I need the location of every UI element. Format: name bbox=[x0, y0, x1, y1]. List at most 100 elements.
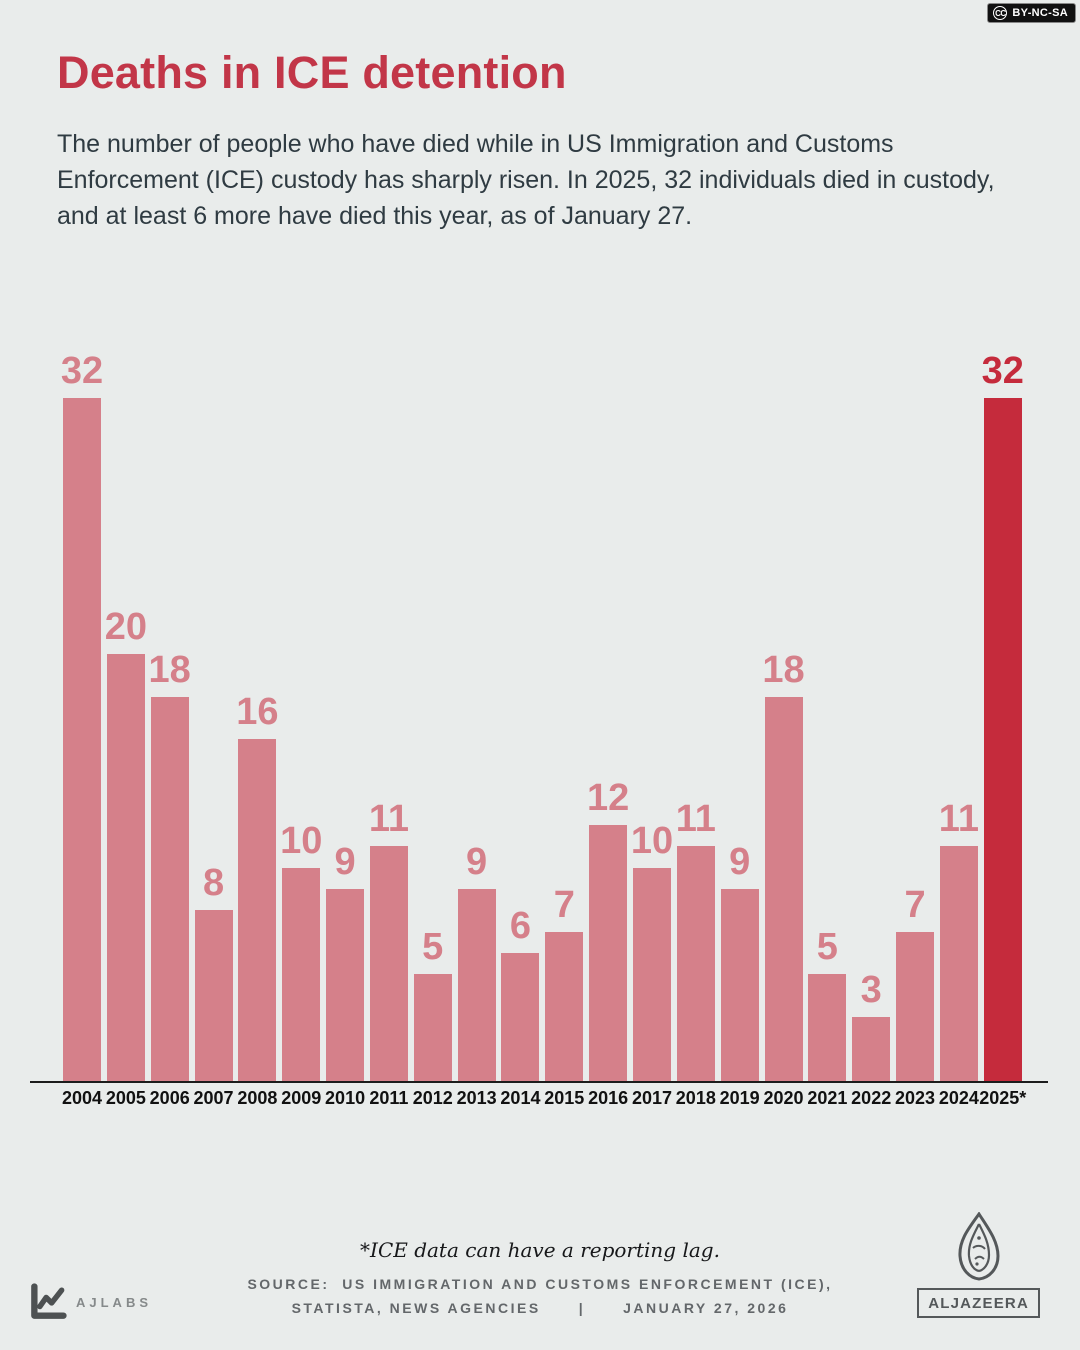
bar-value-label: 11 bbox=[938, 798, 979, 840]
source-agencies: STATISTA, NEWS AGENCIES bbox=[291, 1300, 541, 1316]
source-line-2: STATISTA, NEWS AGENCIES | JANUARY 27, 20… bbox=[0, 1296, 1080, 1320]
bar bbox=[808, 974, 847, 1081]
footnote: *ICE data can have a reporting lag. bbox=[360, 1238, 720, 1262]
bar-value-label: 11 bbox=[675, 798, 716, 840]
bar-column-2008: 16 bbox=[236, 398, 279, 1081]
x-axis-label: 2021 bbox=[807, 1088, 848, 1108]
bar-value-label: 7 bbox=[904, 884, 926, 926]
x-axis-label: 2015 bbox=[544, 1088, 585, 1108]
x-axis-label: 2006 bbox=[149, 1088, 190, 1108]
x-axis-label: 2007 bbox=[193, 1088, 234, 1108]
x-axis-label: 2023 bbox=[895, 1088, 936, 1108]
bar bbox=[983, 398, 1022, 1081]
bar-value-label: 6 bbox=[509, 905, 532, 947]
bar-value-label: 32 bbox=[60, 350, 104, 392]
bar-column-2009: 10 bbox=[280, 398, 322, 1081]
x-axis-label: 2009 bbox=[281, 1088, 322, 1108]
bar-column-2016: 12 bbox=[586, 398, 630, 1081]
source-date: JANUARY 27, 2026 bbox=[623, 1300, 789, 1316]
bar-column-2011: 11 bbox=[368, 398, 409, 1081]
x-axis-label: 2012 bbox=[412, 1088, 453, 1108]
bar-column-2013: 9 bbox=[457, 398, 496, 1081]
bar-value-label: 9 bbox=[466, 841, 488, 883]
bar-value-label: 5 bbox=[816, 926, 838, 968]
bar bbox=[282, 868, 321, 1081]
bar-column-2018: 11 bbox=[675, 398, 716, 1081]
bar bbox=[896, 932, 935, 1081]
bar bbox=[720, 889, 759, 1081]
bar bbox=[939, 846, 978, 1081]
bar-value-label: 16 bbox=[236, 691, 279, 733]
x-axis-label: 2018 bbox=[675, 1088, 716, 1108]
x-axis-label: 2019 bbox=[719, 1088, 760, 1108]
source-block: SOURCE: US IMMIGRATION AND CUSTOMS ENFOR… bbox=[0, 1272, 1080, 1320]
x-axis-label: 2025* bbox=[979, 1088, 1027, 1108]
bar bbox=[326, 889, 365, 1081]
x-axis-label: 2011 bbox=[369, 1088, 409, 1108]
bar-value-label: 32 bbox=[981, 350, 1024, 392]
bar-column-2017: 10 bbox=[631, 398, 673, 1081]
creative-commons-icon: CC bbox=[993, 6, 1008, 20]
x-axis-label: 2020 bbox=[763, 1088, 804, 1108]
bar bbox=[764, 697, 803, 1081]
x-axis-line bbox=[30, 1081, 1048, 1083]
bar bbox=[589, 825, 628, 1081]
chart-description: The number of people who have died while… bbox=[57, 130, 995, 230]
bar bbox=[632, 868, 671, 1081]
bar-column-2022: 3 bbox=[852, 398, 891, 1081]
x-axis-label: 2024 bbox=[938, 1088, 979, 1108]
source-text: US IMMIGRATION AND CUSTOMS ENFORCEMENT (… bbox=[342, 1276, 833, 1292]
bar bbox=[238, 739, 277, 1081]
bar-chart: 32 20 18 8 16 10 9 11 5 9 6 7 12 10 11 9 18 5 3 7 11 32 bbox=[61, 352, 1024, 1081]
bar-value-label: 11 bbox=[368, 798, 409, 840]
ajlabs-logo: AJLABS bbox=[28, 1282, 152, 1322]
x-axis-label: 2016 bbox=[588, 1088, 629, 1108]
bar-value-label: 18 bbox=[762, 649, 805, 691]
aljazeera-logo: ALJAZEERA bbox=[917, 1212, 1040, 1318]
bar bbox=[63, 398, 101, 1081]
bar-column-2024: 11 bbox=[938, 398, 979, 1081]
bar bbox=[457, 889, 496, 1081]
bar-value-label: 7 bbox=[553, 884, 575, 926]
bar bbox=[194, 910, 233, 1081]
bar-column-2006: 18 bbox=[148, 398, 191, 1081]
cc-license-label: BY-NC-SA bbox=[1012, 7, 1068, 19]
bar-value-label: 18 bbox=[148, 649, 191, 691]
source-prefix: SOURCE: bbox=[247, 1276, 330, 1292]
x-axis-label: 2004 bbox=[61, 1088, 103, 1108]
bar-value-label: 5 bbox=[422, 926, 444, 968]
bar-value-label: 9 bbox=[334, 841, 356, 883]
x-axis-label: 2005 bbox=[105, 1088, 146, 1108]
bar-column-2010: 9 bbox=[326, 398, 365, 1081]
bar bbox=[413, 974, 452, 1081]
bar-value-label: 8 bbox=[202, 862, 225, 904]
bar-value-label: 9 bbox=[729, 841, 751, 883]
x-axis-label: 2017 bbox=[631, 1088, 672, 1108]
ajlabs-label: AJLABS bbox=[76, 1294, 153, 1310]
bar-column-2025: 32 bbox=[982, 352, 1024, 1081]
bar-column-2004: 32 bbox=[61, 352, 103, 1081]
bar-column-2015: 7 bbox=[545, 398, 584, 1081]
bar-value-label: 12 bbox=[586, 777, 630, 819]
bar bbox=[676, 846, 715, 1081]
source-line-1: SOURCE: US IMMIGRATION AND CUSTOMS ENFOR… bbox=[0, 1272, 1080, 1296]
aljazeera-flame-icon bbox=[958, 1212, 1000, 1281]
bar bbox=[852, 1017, 891, 1081]
bar bbox=[369, 846, 408, 1081]
x-axis-label: 2022 bbox=[851, 1088, 892, 1108]
source-separator: | bbox=[578, 1300, 586, 1316]
bar-column-2014: 6 bbox=[501, 398, 540, 1081]
aljazeera-label: ALJAZEERA bbox=[917, 1288, 1040, 1318]
bar-column-2005: 20 bbox=[105, 398, 147, 1081]
x-axis-label: 2010 bbox=[325, 1088, 366, 1108]
x-axis-labels: 2004 2005 2006 2007 2008 2009 2010 2011 2012 2013… bbox=[61, 1088, 1027, 1109]
page-title: Deaths in ICE detention bbox=[57, 47, 567, 98]
bar-column-2007: 8 bbox=[194, 398, 233, 1081]
bar bbox=[106, 654, 145, 1081]
bar bbox=[501, 953, 540, 1081]
bar-column-2023: 7 bbox=[896, 398, 935, 1081]
cc-license-badge: CC BY-NC-SA bbox=[987, 3, 1076, 23]
ajlabs-chart-icon bbox=[31, 1283, 67, 1319]
x-axis-label: 2014 bbox=[500, 1088, 541, 1108]
